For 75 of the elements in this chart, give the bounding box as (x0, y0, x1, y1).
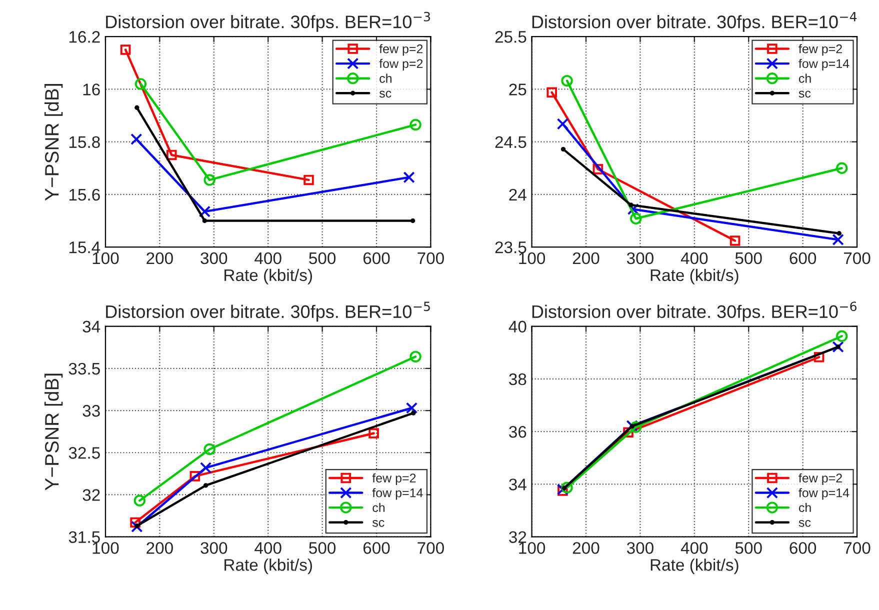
legend-label: few p=2 (379, 44, 423, 56)
chart-title: Distorsion over bitrate. 30fps. BER=10$^{−3}$ (106, 12, 430, 32)
y-tick-label: 16.2 (69, 31, 100, 43)
x-tick-label: 600 (363, 252, 390, 264)
y-tick-label: 31.5 (68, 531, 100, 544)
x-tick-label: 400 (680, 252, 708, 264)
y-tick-label: 15.8 (69, 136, 100, 148)
x-tick-label: 600 (790, 542, 816, 554)
y-axis-title: Y−PSNR [dB] (44, 84, 63, 201)
x-tick-label: 600 (363, 542, 390, 554)
y-tick-label: 24.5 (495, 136, 526, 148)
y-tick-label: 32 (82, 489, 100, 501)
y-tick-label: 38 (509, 373, 526, 386)
x-tick-label: 300 (626, 252, 654, 264)
x-tick-label: 500 (309, 252, 336, 264)
x-tick-label: 300 (200, 252, 228, 264)
x-tick-label: 400 (680, 542, 708, 554)
x-tick-label: 300 (200, 542, 228, 554)
x-tick-label: 100 (519, 542, 546, 554)
y-tick-label: 32.5 (68, 447, 100, 459)
legend-label: fow p=14 (372, 488, 423, 500)
x-axis-title: Rate (kbit/s) (650, 268, 738, 284)
x-tick-label: 200 (146, 542, 173, 554)
x-tick-label: 200 (572, 542, 600, 554)
y-tick-label: 25.5 (495, 31, 526, 43)
chart-title: Distorsion over bitrate. 30fps. BER=10$^{−6}$ (532, 302, 857, 322)
legend-label: sc (379, 90, 392, 98)
x-tick-label: 300 (626, 542, 654, 554)
y-tick-label: 15.6 (69, 188, 100, 201)
x-axis-title: Rate (kbit/s) (650, 558, 738, 574)
legend-label: ch (798, 74, 811, 83)
x-tick-label: 200 (146, 252, 173, 264)
legend-label: few p=2 (798, 44, 842, 56)
y-tick-label: 32 (509, 531, 526, 544)
x-tick-label: 600 (790, 252, 816, 264)
y-tick-label: 33.5 (68, 362, 100, 375)
x-tick-label: 700 (418, 542, 444, 554)
legend-label: fow p=14 (798, 58, 850, 71)
legend-label: ch (798, 502, 811, 512)
y-tick-label: 15.4 (69, 242, 100, 254)
chart-title: Distorsion over bitrate. 30fps. BER=10$^{−5}$ (106, 302, 430, 322)
legend-label: sc (798, 520, 811, 527)
y-tick-label: 40 (508, 320, 526, 333)
legend-label: ch (380, 74, 392, 83)
x-tick-label: 100 (519, 252, 546, 264)
y-axis-title: Y−PSNR [dB] (44, 374, 63, 490)
x-tick-label: 100 (92, 252, 119, 264)
x-tick-label: 400 (254, 542, 282, 554)
legend-label: few p=2 (798, 473, 842, 485)
x-axis-title: Rate (kbit/s) (224, 268, 312, 284)
x-tick-label: 200 (572, 252, 600, 264)
legend-label: few p=2 (372, 473, 416, 485)
y-tick-label: 34 (509, 478, 526, 490)
x-tick-label: 700 (418, 252, 444, 264)
y-tick-label: 34 (82, 320, 100, 333)
legend-label: fow p=2 (379, 58, 423, 71)
legend-label: sc (798, 90, 811, 98)
x-axis-title: Rate (kbit/s) (224, 558, 312, 574)
x-tick-label: 100 (92, 542, 119, 554)
x-tick-label: 500 (735, 542, 762, 554)
x-tick-label: 700 (844, 252, 870, 264)
chart-title: Distorsion over bitrate. 30fps. BER=10$^{−4}$ (532, 12, 857, 32)
y-tick-label: 36 (509, 426, 526, 438)
x-tick-label: 500 (309, 542, 336, 554)
x-tick-label: 700 (844, 542, 870, 554)
x-tick-label: 500 (735, 252, 762, 264)
legend-label: sc (372, 520, 384, 527)
y-tick-label: 33 (82, 404, 100, 417)
y-tick-label: 24 (509, 188, 526, 200)
legend-label: ch (372, 502, 385, 512)
y-tick-label: 23.5 (495, 241, 526, 254)
y-tick-label: 25 (509, 84, 526, 96)
x-tick-label: 400 (254, 252, 282, 264)
legend-label: fow p=14 (798, 488, 850, 500)
y-tick-label: 16 (83, 84, 100, 96)
